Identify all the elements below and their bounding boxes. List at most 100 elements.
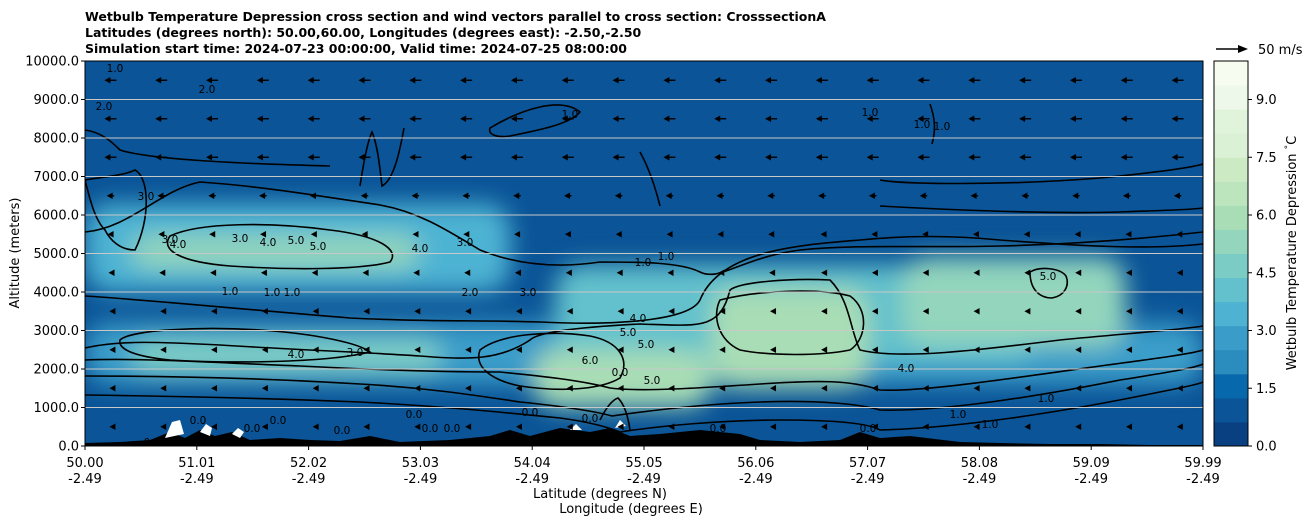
contour-label: 0.0	[582, 413, 599, 425]
wind-arrow	[465, 346, 472, 353]
wind-arrow	[211, 423, 218, 430]
wind-arrow	[363, 346, 370, 353]
wind-arrow	[261, 308, 268, 315]
wind-arrow	[821, 269, 828, 276]
wind-arrow	[917, 115, 930, 122]
wind-arrow	[160, 423, 167, 430]
wind-arrow	[463, 231, 470, 238]
wind-arrow	[820, 231, 827, 238]
wind-arrow	[663, 115, 676, 122]
colorbar-swatch	[1214, 397, 1248, 423]
wind-arrow	[616, 269, 623, 276]
wind-arrow	[968, 115, 981, 122]
wind-arrow	[261, 423, 268, 430]
wind-arrow	[108, 269, 115, 276]
wind-arrow	[1024, 269, 1031, 276]
contour-label: 4.0	[630, 313, 647, 325]
terrain-gaps	[165, 420, 626, 438]
colorbar-swatch	[1214, 373, 1248, 399]
contour-label: 1.0	[982, 419, 999, 431]
title-line-1: Wetbulb Temperature Depression cross sec…	[85, 9, 826, 24]
wind-arrow	[206, 115, 219, 122]
y-tick-label: 8000.0	[34, 132, 80, 147]
wind-arrow	[413, 269, 420, 276]
wind-arrow	[1120, 115, 1133, 122]
colorbar-tick-label: 7.5	[1256, 151, 1277, 166]
wind-arrow	[513, 192, 521, 199]
contour-label: 3.0	[162, 234, 179, 246]
wind-arrow	[409, 154, 422, 161]
x-tick-label-lon: -2.49	[404, 472, 438, 487]
wind-arrow	[968, 77, 981, 84]
wind-arrow	[358, 77, 371, 84]
y-tick-label: 2000.0	[34, 363, 80, 378]
wind-arrow	[714, 77, 727, 84]
contour-label: 0.0	[522, 407, 539, 419]
x-tick-label-lon: -2.49	[627, 472, 661, 487]
y-tick-label: 0.0	[58, 440, 79, 455]
contour-label: 2.0	[462, 287, 479, 299]
y-tick-label: 7000.0	[34, 170, 80, 185]
wind-arrow	[561, 115, 574, 122]
wind-arrow	[515, 269, 522, 276]
wind-vectors	[104, 77, 1184, 430]
wind-arrow	[815, 115, 828, 122]
wind-arrow	[1176, 308, 1183, 315]
wind-arrow	[973, 346, 980, 353]
wind-arrow	[515, 385, 522, 392]
wind-arrow	[515, 308, 522, 315]
wind-arrow	[815, 77, 828, 84]
x-tick-label: 55.05	[625, 456, 662, 471]
wind-arrow	[363, 385, 370, 392]
wind-arrow	[564, 231, 571, 238]
contour-label: 1.0	[658, 251, 675, 263]
contour-line	[119, 327, 372, 363]
wind-arrow	[1125, 231, 1132, 238]
contour-label: 1.0	[914, 119, 931, 131]
wind-arrow	[866, 115, 879, 122]
contour-label: 0.0	[444, 423, 461, 435]
wind-arrow	[1176, 423, 1183, 430]
colorbar-swatch	[1214, 157, 1248, 182]
colorbar-swatch	[1214, 109, 1248, 134]
wind-arrow	[363, 308, 370, 315]
x-tick-label: 59.09	[1073, 456, 1110, 471]
wind-arrow	[922, 269, 929, 276]
contour-line	[599, 397, 631, 431]
wind-arrow	[109, 385, 116, 392]
title-line-2: Latitudes (degrees north): 50.00,60.00, …	[85, 25, 642, 40]
wind-arrow	[617, 308, 624, 315]
wind-arrow	[871, 308, 878, 315]
field-zone	[711, 288, 869, 389]
contour-line	[166, 223, 394, 270]
x-tick-label-lon: -2.49	[68, 472, 102, 487]
wind-arrow	[208, 192, 216, 199]
x-tick-label-lon: -2.49	[963, 472, 997, 487]
wind-arrow	[566, 423, 573, 430]
wind-arrow	[973, 269, 980, 276]
wind-arrow	[566, 308, 573, 315]
field-zone	[129, 234, 421, 269]
wind-arrow	[821, 385, 828, 392]
wind-arrow	[361, 231, 368, 238]
wind-arrow	[1171, 115, 1184, 122]
colorbar-tick-label: 4.5	[1256, 266, 1277, 281]
wind-arrow	[261, 346, 268, 353]
contour-label: 5.0	[288, 235, 305, 247]
wind-arrow	[312, 308, 319, 315]
wind-arrow	[460, 154, 473, 161]
wind-arrow	[617, 346, 624, 353]
wind-arrow	[1126, 385, 1133, 392]
wind-arrow	[714, 115, 727, 122]
y-axis: 0.0 1000.0 2000.0 3000.0 4000.0 5000.0 6000.0 7…	[25, 55, 85, 455]
x-tick-label-lon: -2.49	[180, 472, 214, 487]
x-tick-label-lon: -2.49	[739, 472, 773, 487]
colorbar-tick-label: 9.0	[1256, 93, 1277, 108]
y-tick-label: 10000.0	[25, 55, 79, 70]
wind-arrow	[765, 154, 778, 161]
contour-line	[85, 181, 1203, 276]
wind-arrow	[818, 192, 826, 199]
wind-arrow	[158, 231, 165, 238]
contour-label: 0.0	[244, 423, 261, 435]
contour-label: 5.0	[644, 375, 661, 387]
